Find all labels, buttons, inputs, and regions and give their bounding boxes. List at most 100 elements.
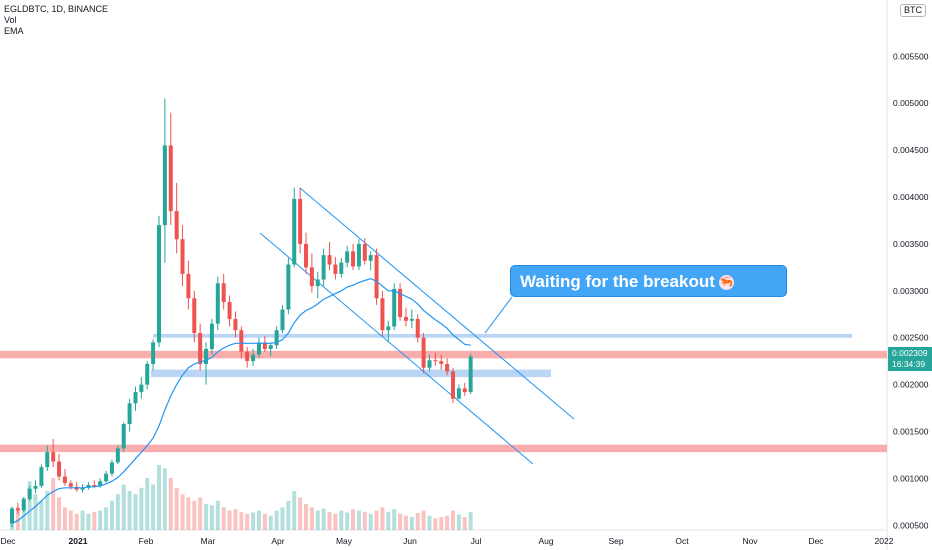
volume-bar xyxy=(233,509,238,530)
candle-body xyxy=(204,348,209,364)
volume-bar xyxy=(345,512,350,530)
candle-body xyxy=(456,388,461,399)
volume-bar xyxy=(409,517,414,530)
x-tick-label: Jun xyxy=(403,536,417,546)
candle-body xyxy=(57,461,62,477)
volume-bar xyxy=(27,481,32,530)
candle-body xyxy=(386,326,391,331)
volume-bar xyxy=(115,494,120,530)
x-tick-label: 2021 xyxy=(69,536,88,546)
volume-bar xyxy=(51,478,56,530)
candle-body xyxy=(33,485,38,489)
candle-body xyxy=(362,243,367,261)
x-tick-label: Feb xyxy=(139,536,154,546)
y-tick-label: 0.004000 xyxy=(893,192,929,202)
volume-bar xyxy=(292,491,297,530)
y-tick-label: 0.002000 xyxy=(893,380,929,390)
volume-bar xyxy=(280,507,285,530)
x-tick-label: 2022 xyxy=(875,536,894,546)
candle-body xyxy=(256,342,261,355)
candle-body xyxy=(27,488,32,500)
candle-body xyxy=(262,342,267,349)
y-tick-label: 0.003500 xyxy=(893,239,929,249)
candle-body xyxy=(215,283,220,324)
volume-bar xyxy=(315,510,320,530)
volume-bar xyxy=(104,507,109,530)
price-axis-bg xyxy=(887,0,932,550)
candle-body xyxy=(109,462,114,474)
candle-body xyxy=(339,262,344,274)
current-price-value: 0.002309 xyxy=(892,348,928,358)
volume-bar xyxy=(133,494,138,530)
volume-bar xyxy=(427,515,432,530)
candle-body xyxy=(292,198,297,265)
candle-body xyxy=(145,363,150,385)
volume-bar xyxy=(80,510,85,530)
axes-layer: 0.000500 0.001000 0.001500 0.002000 0.002500… xyxy=(0,51,928,546)
candle-body xyxy=(10,508,14,524)
volume-bar xyxy=(109,500,114,530)
candle-body xyxy=(380,298,385,331)
volume-bar xyxy=(451,510,455,530)
candle-body xyxy=(151,342,156,364)
currency-badge[interactable]: BTC xyxy=(900,4,926,17)
candle-body xyxy=(157,225,161,343)
volume-bar xyxy=(327,511,332,530)
candle-body xyxy=(21,499,26,511)
y-tick-label: 0.001500 xyxy=(893,427,929,437)
support-zone xyxy=(0,444,887,453)
zones-layer xyxy=(0,333,887,453)
candle-body xyxy=(315,279,320,287)
indicator-ema-label[interactable]: EMA xyxy=(4,26,24,36)
volume-bar xyxy=(139,487,144,530)
y-tick-label: 0.002500 xyxy=(893,333,929,343)
volume-bar xyxy=(209,505,214,530)
volume-bar xyxy=(445,515,450,530)
volume-bar xyxy=(39,500,44,530)
candle-body xyxy=(392,288,397,327)
candle-body xyxy=(80,487,85,490)
volume-bar xyxy=(157,465,161,530)
volume-bar xyxy=(356,510,361,530)
current-price-tag: 0.002309 16:34:39 xyxy=(888,347,932,371)
volume-bar xyxy=(174,487,179,530)
candle-body xyxy=(415,318,420,338)
channel-upper-line xyxy=(299,187,575,420)
candle-body xyxy=(274,330,279,346)
candle-body xyxy=(127,403,132,424)
indicator-vol-label[interactable]: Vol xyxy=(4,15,17,25)
candle-body xyxy=(168,145,173,212)
volume-bar xyxy=(227,510,232,530)
candle-body xyxy=(280,309,285,331)
candle-body xyxy=(198,333,203,364)
y-tick-label: 0.003000 xyxy=(893,286,929,296)
volume-bar xyxy=(180,494,185,530)
candle-body xyxy=(186,273,191,299)
volume-bar xyxy=(15,507,20,530)
candle-body xyxy=(433,360,438,362)
candle-body xyxy=(98,481,103,486)
volume-bar xyxy=(145,478,150,530)
candle-body xyxy=(45,452,50,468)
volume-bar xyxy=(433,518,438,530)
volume-bar xyxy=(192,500,197,530)
volume-bar xyxy=(239,511,244,530)
volume-bar xyxy=(21,497,26,530)
candle-body xyxy=(333,264,338,274)
volume-bar xyxy=(198,497,203,530)
breakout-callout[interactable]: Waiting for the breakout 🦐 xyxy=(510,265,787,297)
symbol-label[interactable]: EGLDBTC, 1D, BINANCE xyxy=(4,4,109,14)
candle-body xyxy=(174,211,179,240)
chart-legend: EGLDBTC, 1D, BINANCE Vol EMA xyxy=(4,4,108,37)
y-tick-label: 0.004500 xyxy=(893,145,929,155)
candle-body xyxy=(286,264,291,310)
candle-body xyxy=(162,145,167,226)
x-tick-label: Nov xyxy=(742,536,758,546)
volume-bar xyxy=(168,478,173,530)
candle-body xyxy=(268,345,273,349)
volume-bar xyxy=(215,500,220,530)
candle-body xyxy=(298,198,303,244)
candle-body xyxy=(68,483,73,487)
